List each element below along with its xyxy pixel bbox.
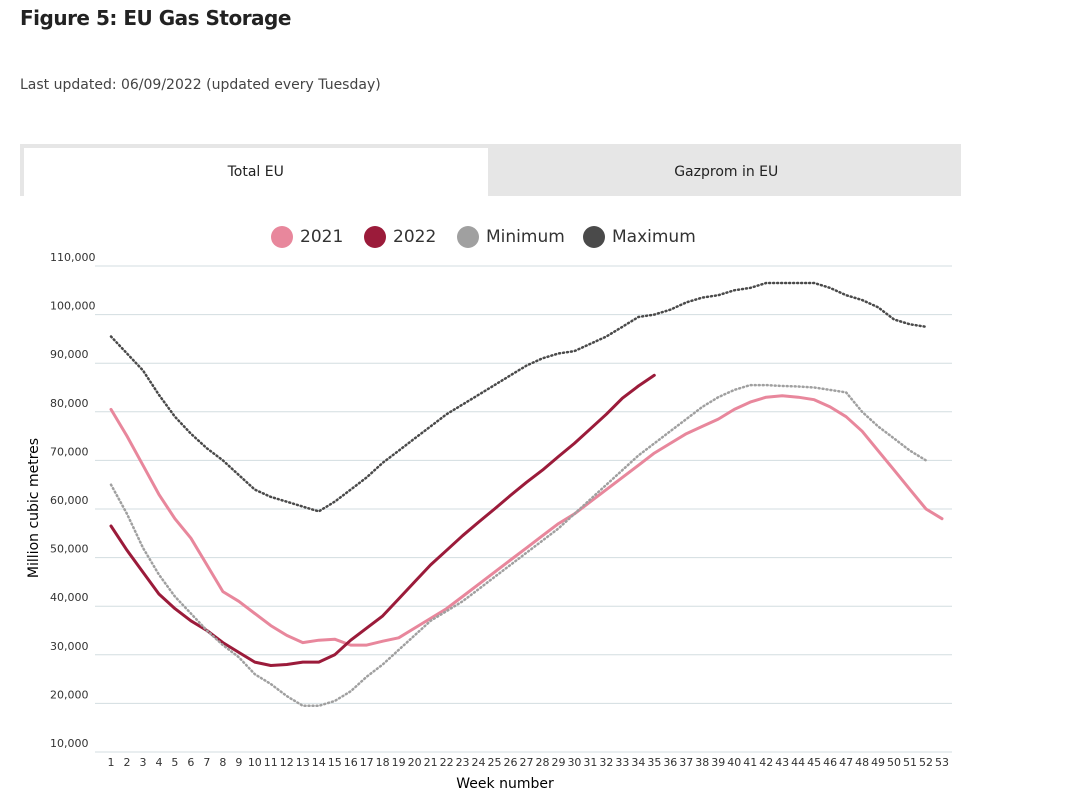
y-tick-label: 110,000: [50, 251, 96, 264]
x-tick-label: 34: [631, 756, 645, 769]
x-tick-label: 3: [139, 756, 146, 769]
x-tick-label: 52: [919, 756, 933, 769]
x-tick-label: 20: [408, 756, 422, 769]
x-tick-label: 31: [583, 756, 597, 769]
title: Figure 5: EU Gas Storage: [20, 6, 291, 30]
y-tick-label: 40,000: [50, 591, 89, 604]
x-tick-label: 13: [296, 756, 310, 769]
tab[interactable]: Gazprom in EU: [674, 164, 779, 180]
x-tick-label: 8: [219, 756, 226, 769]
x-tick-label: 38: [695, 756, 709, 769]
subtitle: Last updated: 06/09/2022 (updated every …: [20, 77, 381, 93]
legend-label: 2022: [393, 227, 436, 247]
x-tick-label: 15: [328, 756, 342, 769]
legend-label: Minimum: [486, 227, 565, 247]
x-tick-label: 16: [344, 756, 358, 769]
x-tick-label: 26: [504, 756, 518, 769]
x-tick-label: 27: [520, 756, 534, 769]
x-tick-label: 18: [376, 756, 390, 769]
y-tick-label: 50,000: [50, 543, 89, 556]
y-tick-label: 10,000: [50, 737, 89, 750]
y-tick-label: 80,000: [50, 397, 89, 410]
y-tick-label: 70,000: [50, 445, 89, 458]
x-tick-label: 33: [615, 756, 629, 769]
x-tick-label: 21: [424, 756, 438, 769]
x-tick-label: 5: [171, 756, 178, 769]
y-tick-label: 30,000: [50, 640, 89, 653]
series-line: [109, 373, 656, 667]
chart: 10,000 20,000 30,000 40,000 50,000 60,000 70,0…: [26, 226, 952, 792]
x-tick-label: 4: [155, 756, 162, 769]
y-tick-label: 90,000: [50, 348, 89, 361]
legend-label: Maximum: [612, 227, 696, 247]
tab[interactable]: Total EU: [24, 148, 488, 196]
x-tick-label: 49: [871, 756, 885, 769]
x-tick-label: 7: [203, 756, 210, 769]
x-tick-label: 10: [248, 756, 262, 769]
x-tick-label: 35: [647, 756, 661, 769]
x-tick-label: 53: [935, 756, 949, 769]
x-tick-label: 11: [264, 756, 278, 769]
x-tick-label: 6: [187, 756, 194, 769]
x-tick-label: 48: [855, 756, 869, 769]
x-tick-label: 23: [456, 756, 470, 769]
x-tick-label: 37: [679, 756, 693, 769]
x-axis-label: Week number: [456, 776, 554, 792]
x-tick-label: 50: [887, 756, 901, 769]
x-tick-label: 36: [663, 756, 677, 769]
y-axis-label: Million cubic metres: [26, 438, 42, 578]
x-tick-label: 25: [488, 756, 502, 769]
x-tick-label: 2: [123, 756, 130, 769]
x-tick-label: 30: [567, 756, 581, 769]
x-tick-label: 47: [839, 756, 853, 769]
y-tick-label: 20,000: [50, 688, 89, 701]
x-tick-label: 29: [551, 756, 565, 769]
legend-label: 2021: [300, 227, 343, 247]
series-line: [109, 281, 928, 513]
legend-marker: [457, 226, 479, 248]
x-tick-label: 22: [440, 756, 454, 769]
x-tick-label: 46: [823, 756, 837, 769]
x-tick-label: 19: [392, 756, 406, 769]
series-line: [109, 394, 944, 647]
x-tick-label: 32: [599, 756, 613, 769]
x-tick-label: 42: [759, 756, 773, 769]
x-tick-label: 14: [312, 756, 326, 769]
legend-marker: [583, 226, 605, 248]
x-tick-label: 44: [791, 756, 805, 769]
series-line: [109, 383, 928, 708]
x-tick-label: 45: [807, 756, 821, 769]
x-tick-label: 39: [711, 756, 725, 769]
x-tick-label: 9: [235, 756, 242, 769]
x-tick-label: 1: [108, 756, 115, 769]
y-tick-label: 60,000: [50, 494, 89, 507]
x-tick-label: 40: [727, 756, 741, 769]
y-tick-label: 100,000: [50, 300, 96, 313]
x-tick-label: 24: [472, 756, 486, 769]
legend-marker: [364, 226, 386, 248]
x-tick-label: 41: [743, 756, 757, 769]
x-tick-label: 51: [903, 756, 917, 769]
legend-marker: [271, 226, 293, 248]
x-tick-label: 12: [280, 756, 294, 769]
x-tick-label: 17: [360, 756, 374, 769]
x-tick-label: 28: [535, 756, 549, 769]
tab-bar: Total EU Gazprom in EU: [20, 144, 961, 196]
x-tick-label: 43: [775, 756, 789, 769]
